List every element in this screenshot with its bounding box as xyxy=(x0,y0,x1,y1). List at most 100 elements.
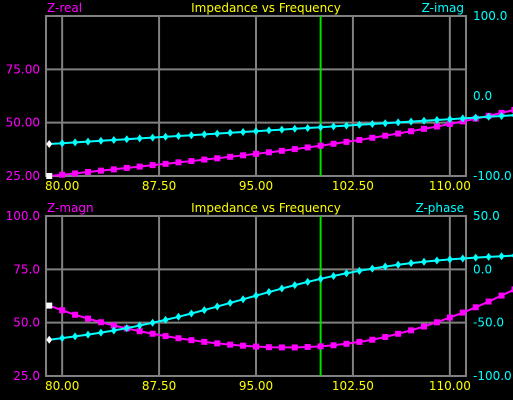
data-point-z-magn xyxy=(162,333,169,340)
data-point-z-phase xyxy=(214,302,221,311)
data-point-z-phase xyxy=(356,266,363,275)
data-point-z-real xyxy=(123,164,130,171)
data-point-z-phase xyxy=(278,284,285,293)
data-point-z-real xyxy=(175,159,182,166)
data-point-z-real xyxy=(408,128,415,135)
data-point-z-imag xyxy=(498,112,505,120)
data-point-z-phase xyxy=(343,269,350,278)
data-point-z-magn xyxy=(356,338,363,345)
data-point-z-magn xyxy=(498,292,505,299)
data-point-z-real xyxy=(85,168,91,175)
data-point-z-magn xyxy=(59,307,66,314)
data-point-z-real xyxy=(201,156,208,163)
data-point-z-imag xyxy=(304,124,311,132)
left-axis-label: Z-magn xyxy=(47,201,94,215)
data-point-z-phase xyxy=(472,253,479,262)
data-point-z-imag xyxy=(149,133,156,142)
data-point-z-magn xyxy=(149,330,156,337)
right-tick-label: 100.0 xyxy=(473,9,507,23)
data-point-z-magn xyxy=(408,327,415,334)
left-axis-label: Z-real xyxy=(47,1,82,15)
data-point-z-magn xyxy=(291,344,298,351)
left-tick-label: 100.0 xyxy=(6,209,40,223)
data-point-z-magn xyxy=(421,323,427,330)
data-point-z-magn xyxy=(304,343,311,350)
data-point-z-phase xyxy=(46,335,53,344)
data-point-z-imag xyxy=(472,113,479,122)
data-point-z-phase xyxy=(59,334,66,343)
data-point-z-real xyxy=(369,134,376,141)
data-point-z-real xyxy=(46,173,53,179)
data-point-z-magn xyxy=(433,319,440,326)
x-tick-label: 80.00 xyxy=(45,179,79,193)
data-point-z-imag xyxy=(369,120,376,128)
right-tick-label: -100.0 xyxy=(473,169,512,183)
data-point-z-imag xyxy=(291,124,298,133)
x-tick-label: 95.00 xyxy=(239,379,273,393)
data-point-z-phase xyxy=(123,324,130,333)
data-point-z-magn xyxy=(472,304,479,311)
data-point-z-magn xyxy=(330,342,337,349)
right-axis-label: Z-phase xyxy=(415,201,464,215)
data-point-z-magn xyxy=(459,309,466,316)
data-point-z-magn xyxy=(343,340,350,347)
data-point-z-magn xyxy=(511,286,513,293)
data-point-z-phase xyxy=(369,264,376,273)
data-point-z-real xyxy=(59,171,66,178)
data-point-z-magn xyxy=(240,342,247,349)
right-tick-label: -100.0 xyxy=(473,369,512,383)
data-point-z-imag xyxy=(136,134,143,143)
data-point-z-imag xyxy=(214,129,221,138)
data-point-z-imag xyxy=(356,120,363,129)
chart-title: Impedance vs Frequency xyxy=(191,201,341,215)
data-point-z-magn xyxy=(485,298,492,305)
data-point-z-imag xyxy=(265,126,272,135)
data-point-z-magn xyxy=(188,337,195,344)
right-axis-label: Z-imag xyxy=(422,1,464,15)
x-tick-label: 80.00 xyxy=(45,379,79,393)
data-point-z-real xyxy=(72,170,79,177)
data-point-z-magn xyxy=(446,314,453,321)
data-point-z-phase xyxy=(136,321,143,330)
data-point-z-real xyxy=(162,160,169,167)
data-point-z-phase xyxy=(227,298,234,307)
left-tick-label: 75.0 xyxy=(13,262,40,276)
data-point-z-real xyxy=(330,140,337,147)
data-point-z-real xyxy=(214,155,221,162)
data-point-z-imag xyxy=(459,114,466,123)
data-point-z-imag xyxy=(97,136,104,145)
data-point-z-magn xyxy=(278,344,285,351)
data-point-z-imag xyxy=(59,139,66,148)
right-tick-label: 50.0 xyxy=(473,209,500,223)
data-point-z-magn xyxy=(369,336,376,343)
data-point-z-imag xyxy=(253,127,259,136)
data-point-z-imag xyxy=(188,131,195,140)
data-point-z-real xyxy=(395,130,402,137)
data-point-z-phase xyxy=(291,281,298,290)
data-point-z-imag xyxy=(395,118,402,127)
data-point-z-imag xyxy=(382,119,389,128)
left-tick-label: 50.00 xyxy=(6,116,40,130)
data-point-z-phase xyxy=(330,271,337,280)
x-tick-label: 87.50 xyxy=(142,179,176,193)
data-point-z-magn xyxy=(253,343,259,350)
data-point-z-imag xyxy=(72,138,79,147)
data-point-z-real xyxy=(265,149,272,156)
data-point-z-phase xyxy=(446,255,453,264)
data-point-z-real xyxy=(149,162,156,169)
data-point-z-imag xyxy=(227,128,234,137)
data-point-z-phase xyxy=(149,318,156,327)
data-point-z-imag xyxy=(343,121,350,130)
data-point-z-imag xyxy=(446,115,453,124)
data-point-z-imag xyxy=(433,116,440,124)
data-point-z-imag xyxy=(110,136,117,144)
x-tick-label: 110.00 xyxy=(429,379,471,393)
data-point-z-phase xyxy=(395,260,402,269)
left-tick-label: 25.0 xyxy=(13,369,40,383)
data-point-z-phase xyxy=(498,252,505,261)
data-point-z-imag xyxy=(46,140,53,148)
x-tick-label: 102.50 xyxy=(332,379,374,393)
data-point-z-phase xyxy=(201,306,208,315)
data-point-z-imag xyxy=(175,132,182,140)
data-point-z-real xyxy=(304,144,311,151)
